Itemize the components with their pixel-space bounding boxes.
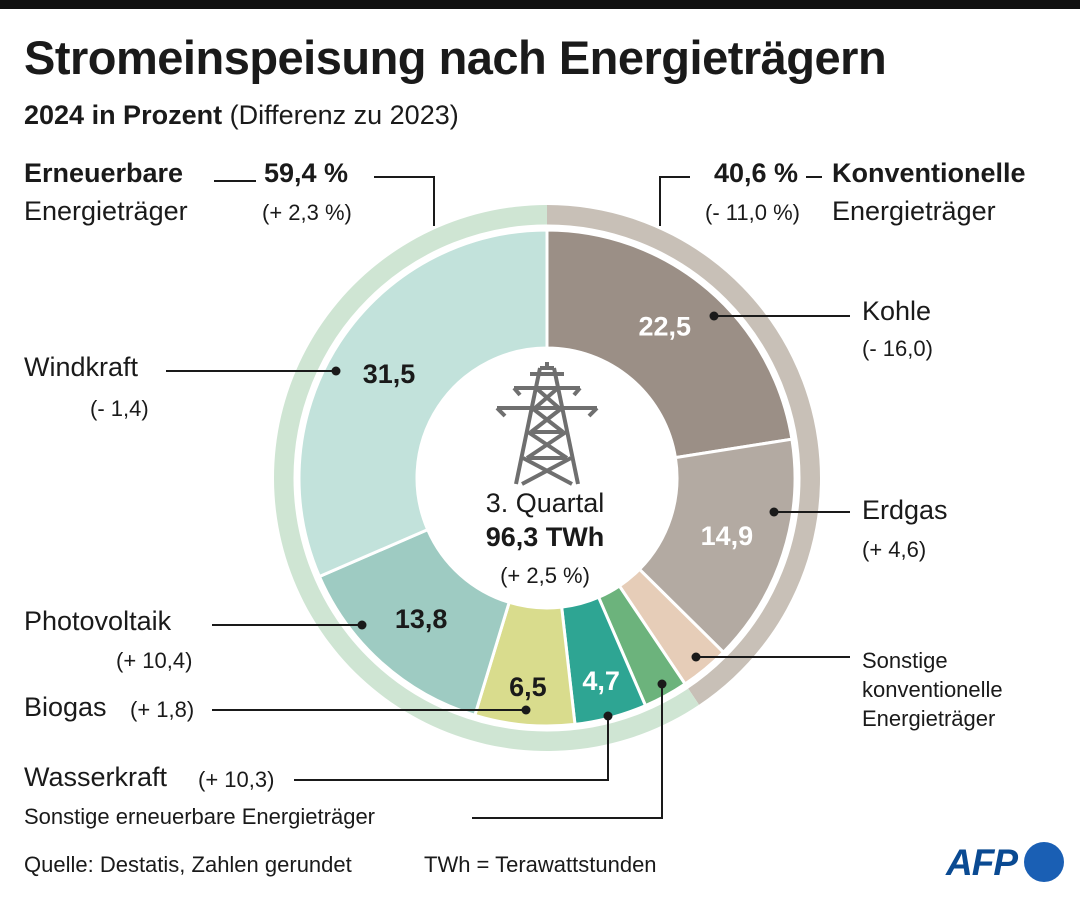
- slice-value-label-5: 6,5: [509, 672, 547, 702]
- slice-value-label-1: 14,9: [701, 521, 754, 551]
- slice-0: [545, 228, 794, 460]
- subtitle-rest: (Differenz zu 2023): [229, 100, 459, 130]
- source-note: Quelle: Destatis, Zahlen gerundet: [24, 852, 352, 877]
- group-conventional-name-2: Energieträger: [832, 196, 996, 226]
- afp-logo-dot: [1024, 842, 1064, 882]
- leader-renewable-b: [374, 176, 435, 226]
- unit-note: TWh = Terawattstunden: [424, 852, 657, 877]
- label-sonstige-konv-3: Energieträger: [862, 706, 996, 731]
- group-renewable-value: 59,4 %: [264, 158, 349, 188]
- ring-gap: [293, 224, 801, 732]
- afp-logo: AFP: [946, 838, 1066, 888]
- group-conventional-diff: (- 11,0 %): [705, 200, 800, 225]
- slice-value-label-4: 4,7: [582, 666, 620, 696]
- label-sonstige-konv-2: konventionelle: [862, 677, 1003, 702]
- label-kohle: Kohle: [862, 296, 932, 326]
- diff-biogas: (+ 1,8): [130, 697, 195, 722]
- slice-value-label-7: 31,5: [363, 359, 416, 389]
- group-renewable-diff: (+ 2,3 %): [262, 200, 352, 225]
- power-pylon-icon: [495, 362, 599, 486]
- top-bar: [0, 0, 1080, 9]
- slice-7: [297, 228, 549, 579]
- leader-dot-7: [657, 679, 667, 689]
- leader-dot-0: [709, 311, 719, 321]
- leader-dot-3: [331, 366, 341, 376]
- slice-6: [317, 527, 512, 718]
- label-biogas: Biogas: [24, 692, 107, 722]
- leader-sonstige-erneuerbare: [472, 684, 663, 819]
- label-erdgas: Erdgas: [862, 495, 948, 525]
- group-conventional-value: 40,6 %: [713, 158, 798, 188]
- label-sonstige-konv-1: Sonstige: [862, 648, 948, 673]
- center-total: 96,3 TWh: [485, 522, 605, 552]
- diff-photovoltaik: (+ 10,4): [116, 648, 193, 673]
- diff-kohle: (- 16,0): [862, 336, 933, 361]
- leader-dot-2: [691, 652, 701, 662]
- slice-value-label-0: 22,5: [638, 311, 691, 341]
- diff-windkraft: (- 1,4): [90, 396, 149, 421]
- leader-dot-1: [769, 507, 779, 517]
- chart-title: Stromeinspeisung nach Energieträgern: [24, 31, 887, 84]
- slice-value-label-6: 13,8: [395, 604, 448, 634]
- subtitle-bold: 2024 in Prozent: [24, 100, 223, 130]
- center-total-diff: (+ 2,5 %): [500, 563, 590, 588]
- leader-conventional-a: [659, 176, 690, 226]
- slice-1: [637, 437, 797, 655]
- center-period: 3. Quartal: [485, 488, 605, 518]
- chart-subtitle: 2024 in Prozent (Differenz zu 2023): [24, 100, 459, 131]
- label-wasserkraft: Wasserkraft: [24, 762, 168, 792]
- group-renewable-name: Erneuerbare: [24, 158, 184, 188]
- diff-wasserkraft: (+ 10,3): [198, 767, 275, 792]
- diff-erdgas: (+ 4,6): [862, 537, 927, 562]
- label-sonstige-erneuerbare: Sonstige erneuerbare Energieträger: [24, 804, 376, 829]
- leader-wasserkraft: [294, 716, 609, 781]
- leader-dot-5: [521, 705, 531, 715]
- leader-dot-4: [357, 620, 367, 630]
- label-windkraft: Windkraft: [24, 352, 139, 382]
- group-renewable-name-2: Energieträger: [24, 196, 188, 226]
- group-conventional-name: Konventionelle: [832, 158, 1026, 188]
- leader-dot-6: [603, 711, 613, 721]
- label-photovoltaik: Photovoltaik: [24, 606, 172, 636]
- afp-logo-text: AFP: [946, 842, 1018, 883]
